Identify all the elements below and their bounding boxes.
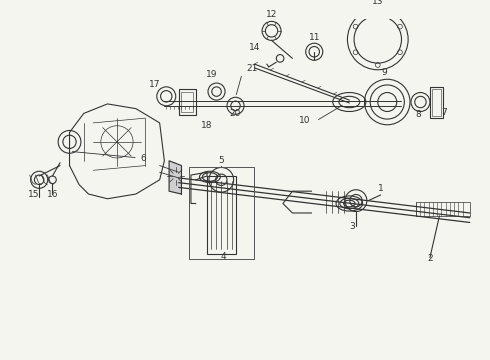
Text: 8: 8 — [416, 110, 421, 119]
Text: 12: 12 — [266, 10, 277, 19]
Text: 7: 7 — [441, 108, 447, 117]
Text: 13: 13 — [372, 0, 384, 6]
Bar — [181, 91, 193, 112]
Bar — [432, 89, 441, 116]
Text: 3: 3 — [349, 222, 355, 231]
Text: 15: 15 — [28, 190, 39, 199]
Polygon shape — [169, 161, 181, 194]
Text: 1: 1 — [378, 184, 384, 193]
Text: 20: 20 — [230, 109, 241, 118]
Bar — [179, 89, 196, 115]
Bar — [416, 202, 470, 216]
Text: 6: 6 — [73, 152, 147, 163]
Text: 4: 4 — [220, 252, 226, 261]
Text: 10: 10 — [299, 116, 311, 125]
Text: 19: 19 — [206, 70, 218, 79]
Text: 11: 11 — [309, 33, 320, 42]
Text: 2: 2 — [427, 255, 433, 264]
Text: 14: 14 — [249, 43, 260, 52]
Bar — [430, 87, 443, 118]
Bar — [207, 176, 236, 254]
Bar — [189, 167, 253, 260]
Text: 17: 17 — [149, 80, 161, 89]
Text: 5: 5 — [219, 156, 224, 165]
Text: 21: 21 — [246, 64, 257, 73]
Text: 9: 9 — [382, 68, 387, 77]
Text: 18: 18 — [201, 121, 213, 130]
Text: 16: 16 — [47, 190, 58, 199]
